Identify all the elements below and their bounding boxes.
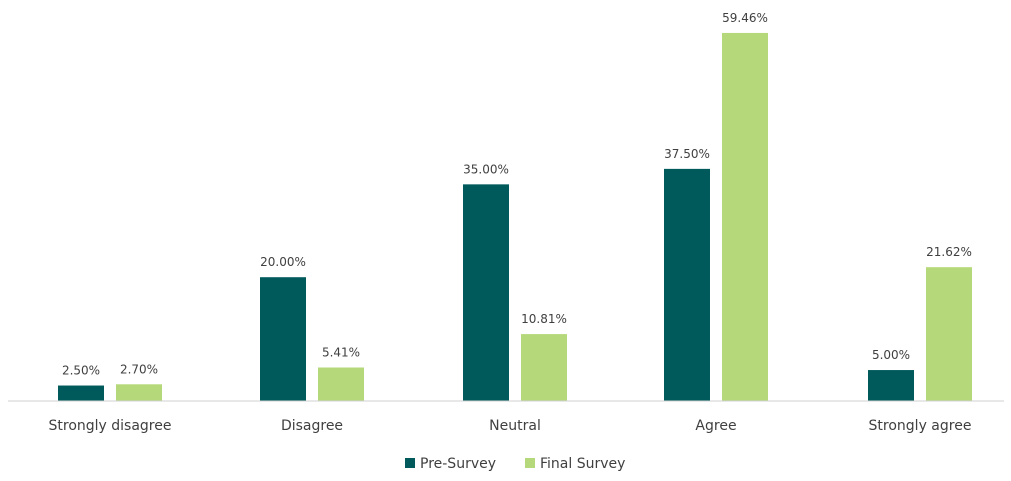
legend-label-final-survey: Final Survey <box>540 456 625 472</box>
bar-final-survey-strongly-agree <box>926 267 972 401</box>
bar-pre-survey-strongly-agree <box>868 370 914 401</box>
bar-final-survey-strongly-disagree <box>116 384 162 401</box>
bar-final-survey-agree <box>722 32 768 402</box>
data-label-final-survey-disagree: 5.41% <box>322 346 360 360</box>
legend: Pre-Survey Final Survey <box>405 456 625 472</box>
legend-swatch-final-survey <box>525 458 535 468</box>
data-label-final-survey-agree: 59.46% <box>722 11 768 25</box>
bars-layer <box>58 32 972 402</box>
legend-swatch-pre-survey <box>405 458 415 468</box>
bar-final-survey-neutral <box>521 334 567 401</box>
category-label-strongly-agree: Strongly agree <box>869 418 972 434</box>
bar-pre-survey-agree <box>664 168 710 401</box>
data-label-final-survey-strongly-agree: 21.62% <box>926 245 972 259</box>
category-labels-layer: Strongly disagree Disagree Neutral Agree Str… <box>49 418 972 434</box>
data-label-pre-survey-strongly-agree: 5.00% <box>872 348 910 362</box>
category-label-disagree: Disagree <box>281 418 343 434</box>
bar-pre-survey-strongly-disagree <box>58 385 104 401</box>
data-label-pre-survey-strongly-disagree: 2.50% <box>62 364 100 378</box>
data-label-final-survey-neutral: 10.81% <box>521 312 567 326</box>
data-label-final-survey-strongly-disagree: 2.70% <box>120 362 158 376</box>
bar-pre-survey-neutral <box>463 184 509 401</box>
category-label-neutral: Neutral <box>489 418 541 434</box>
bar-pre-survey-disagree <box>260 277 306 401</box>
bar-final-survey-disagree <box>318 367 364 401</box>
data-label-pre-survey-agree: 37.50% <box>664 147 710 161</box>
data-label-pre-survey-disagree: 20.00% <box>260 255 306 269</box>
legend-label-pre-survey: Pre-Survey <box>420 456 496 472</box>
data-labels-layer: 2.50% 2.70% 20.00% 5.41% 35.00% 10.81% 37.50% 5… <box>62 11 972 378</box>
category-label-agree: Agree <box>695 418 736 434</box>
data-label-pre-survey-neutral: 35.00% <box>463 162 509 176</box>
category-label-strongly-disagree: Strongly disagree <box>49 418 172 434</box>
